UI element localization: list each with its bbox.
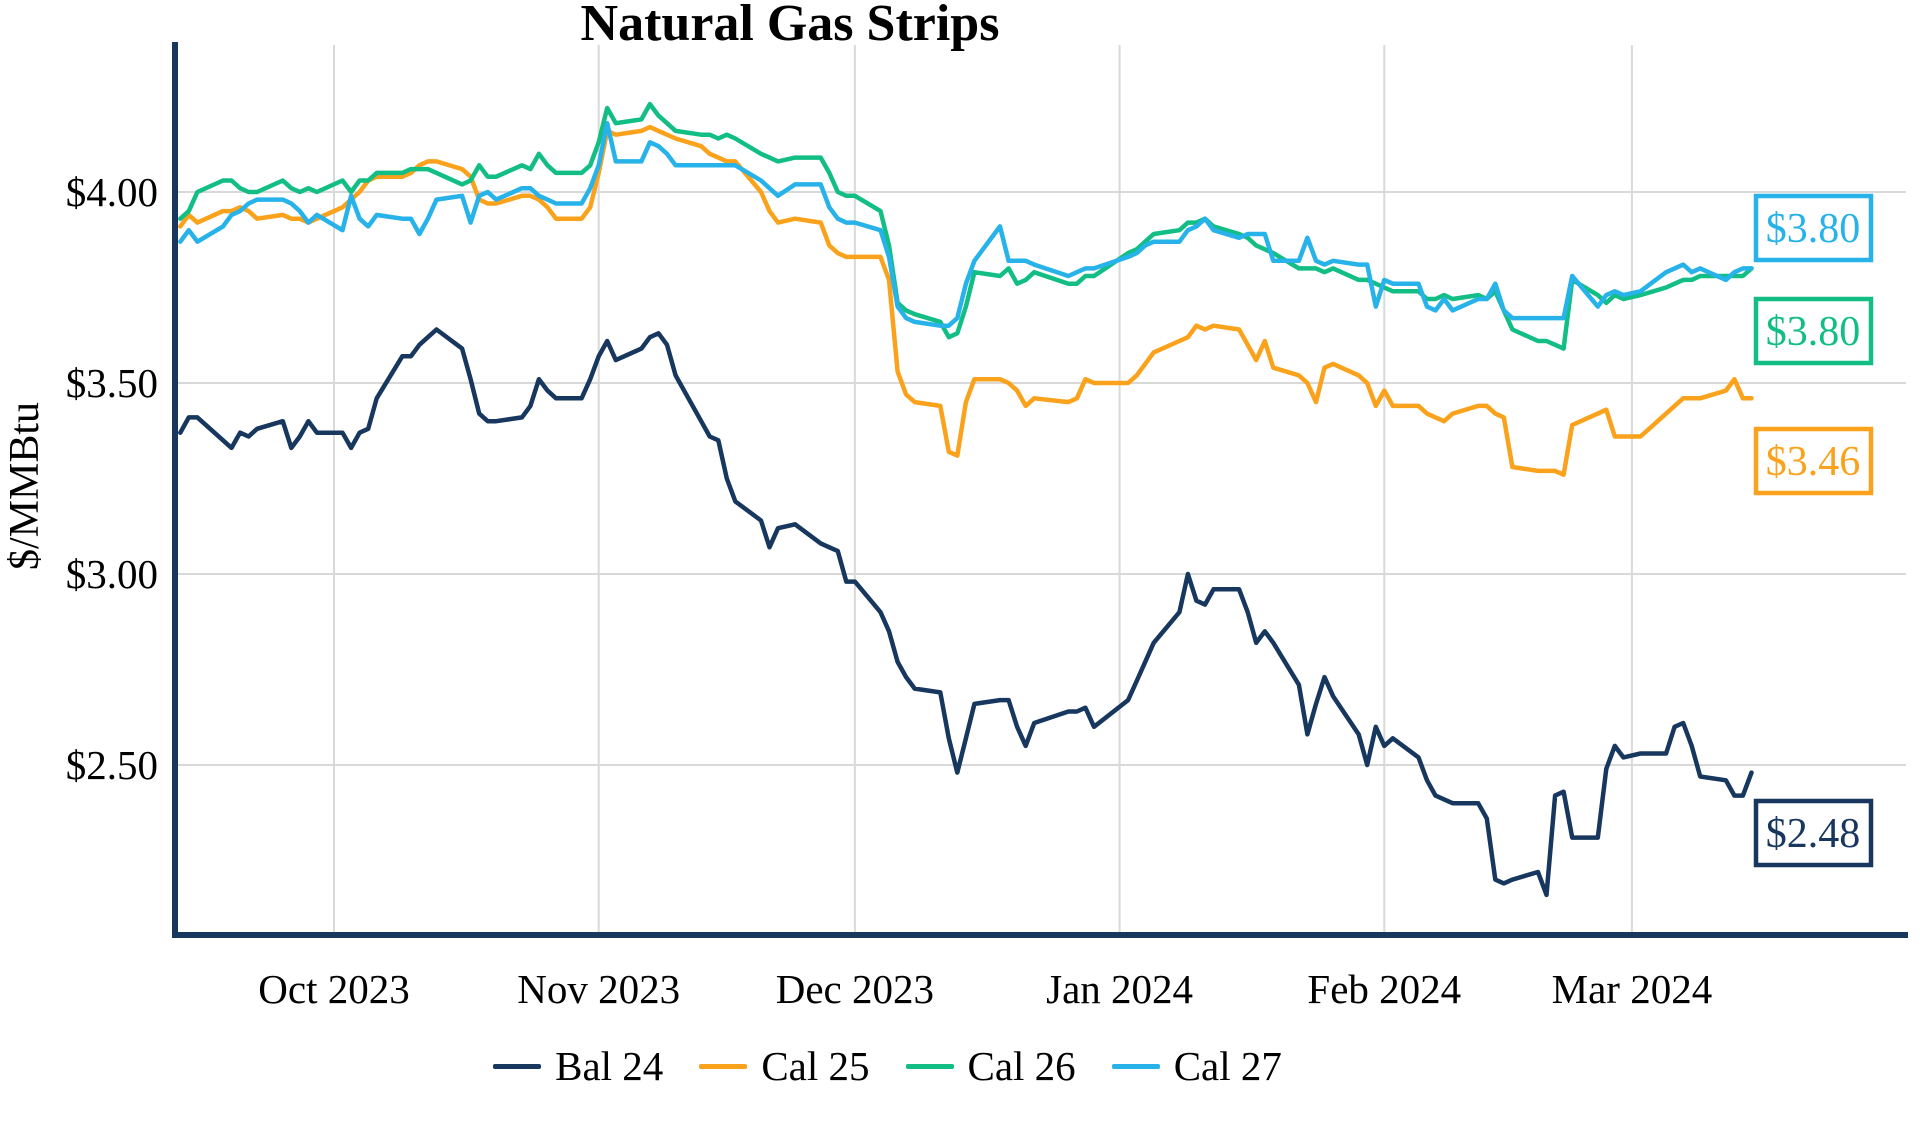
legend-line-swatch (699, 1064, 748, 1069)
series-line-bal-24 (178, 327, 1754, 898)
legend-item-bal-24: Bal 24 (493, 1046, 663, 1087)
legend-line-swatch (493, 1064, 542, 1069)
end-label-box-cal-26 (1753, 296, 1874, 366)
end-label-text-cal-26: $3.80 (1766, 309, 1861, 355)
end-label-text-cal-27: $3.80 (1766, 206, 1861, 252)
legend-label: Cal 25 (761, 1043, 870, 1089)
legend-label: Cal 26 (967, 1043, 1076, 1089)
legend: Bal 24 Cal 25 Cal 26 Cal 27 (180, 1046, 1595, 1087)
legend-item-cal-27: Cal 27 (1111, 1043, 1282, 1089)
y-tick-label: $3.00 (66, 551, 158, 597)
legend-line-swatch (905, 1064, 954, 1069)
legend-item-cal-25: Cal 25 (699, 1043, 870, 1089)
end-label-text-cal-25: $3.46 (1766, 439, 1861, 485)
end-label-text-bal-24: $2.48 (1766, 811, 1861, 857)
y-tick-label: $4.00 (66, 169, 158, 215)
y-tick-label: $2.50 (66, 742, 158, 788)
series-line-cal-25 (178, 124, 1754, 477)
x-tick-label: Oct 2023 (258, 966, 409, 1012)
series-line-cal-26 (178, 101, 1754, 351)
legend-item-cal-26: Cal 26 (905, 1043, 1076, 1089)
y-tick-label: $3.50 (66, 360, 158, 406)
x-tick-label: Dec 2023 (776, 966, 934, 1012)
end-label-box-cal-27 (1753, 193, 1874, 263)
y-axis-label: $/MMBtu (2, 401, 48, 571)
end-label-box-cal-25 (1753, 426, 1874, 496)
x-tick-label: Feb 2024 (1307, 966, 1461, 1012)
series-line-cal-27 (178, 120, 1754, 328)
legend-label: Bal 24 (555, 1043, 664, 1089)
legend-line-swatch (1111, 1064, 1160, 1069)
x-tick-label: Mar 2024 (1552, 966, 1713, 1012)
x-tick-label: Jan 2024 (1046, 966, 1193, 1012)
legend-label: Cal 27 (1173, 1043, 1282, 1089)
chart-title: Natural Gas Strips (580, 0, 1000, 52)
end-label-box-bal-24 (1753, 798, 1874, 868)
x-tick-label: Nov 2023 (517, 966, 680, 1012)
